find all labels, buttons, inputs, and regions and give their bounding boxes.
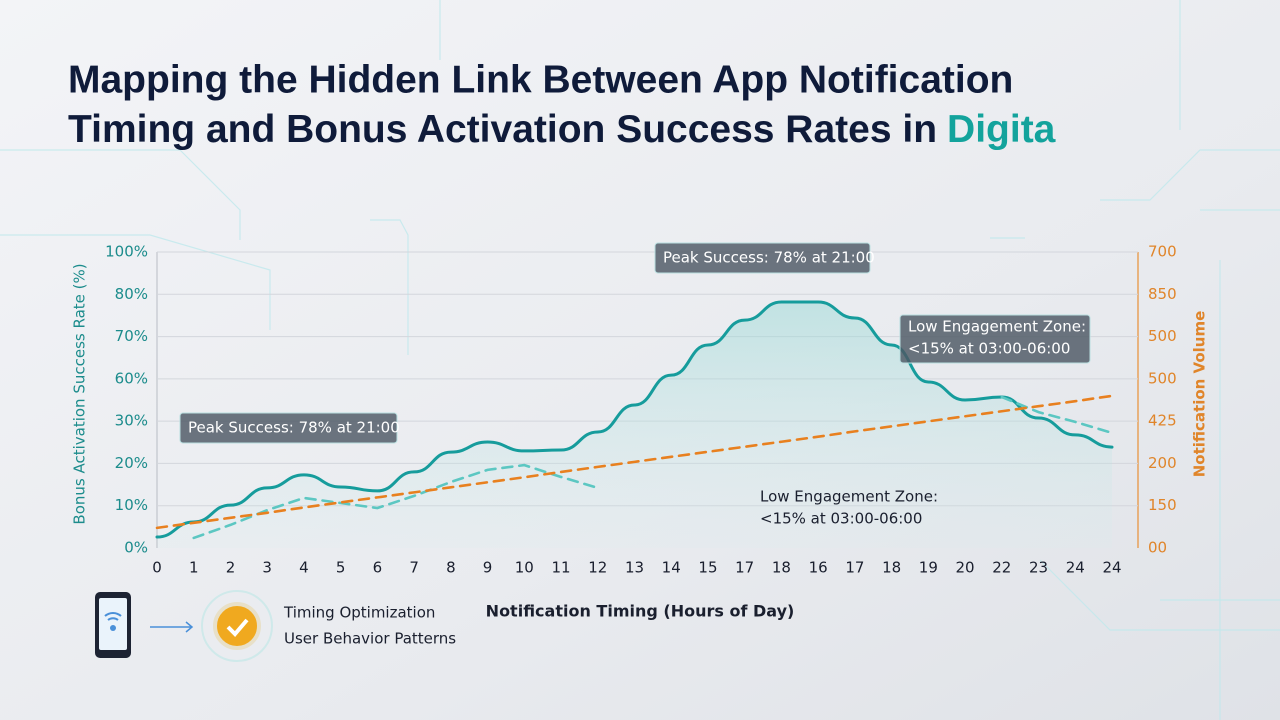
title-highlight: Digita <box>947 108 1056 151</box>
x-tick-label: 7 <box>409 559 419 577</box>
y2-tick-label: 500 <box>1148 369 1177 387</box>
annotation-text: <15% at 03:00-06:00 <box>760 510 922 528</box>
x-tick-label: 0 <box>152 559 162 577</box>
y2-tick-label: 850 <box>1148 285 1177 303</box>
x-tick-label: 18 <box>772 559 791 577</box>
y2-tick-label: 700 <box>1148 243 1177 261</box>
y-tick-label: 80% <box>115 285 148 303</box>
y-tick-label: 100% <box>105 243 148 261</box>
x-tick-label: 17 <box>735 559 754 577</box>
phone-screen <box>99 598 127 650</box>
annotation-box <box>179 412 398 444</box>
series-line <box>1000 395 1114 435</box>
check-mark <box>226 618 249 637</box>
x-tick-label: 17 <box>845 559 864 577</box>
title-line: Mapping the Hidden Link Between App Noti… <box>68 58 1013 101</box>
title-text: Timing and Bonus Activation Success Rate… <box>68 108 937 151</box>
annotation-box <box>654 242 871 274</box>
y-tick-label: 70% <box>115 327 148 345</box>
x-tick-label: 5 <box>336 559 346 577</box>
y-axis-title: Bonus Activation Success Rate (%) <box>71 263 89 524</box>
y2-tick-label: 150 <box>1148 496 1177 514</box>
annotation-text: Low Engagement Zone: <box>760 488 938 506</box>
x-tick-label: 19 <box>919 559 938 577</box>
series-line <box>155 300 1114 539</box>
annotation-text: Peak Success: 78% at 21:00 <box>663 249 875 267</box>
check-icon <box>213 602 261 650</box>
legend-label: Timing Optimization <box>283 604 435 622</box>
x-tick-label: 24 <box>1066 559 1085 577</box>
x-tick-label: 11 <box>551 559 570 577</box>
x-tick-label: 8 <box>446 559 456 577</box>
y2-tick-label: 500 <box>1148 327 1177 345</box>
x-tick-label: 6 <box>373 559 383 577</box>
y-tick-label: 10% <box>115 496 148 514</box>
x-tick-label: 14 <box>662 559 681 577</box>
y2-tick-label: 00 <box>1148 539 1167 557</box>
y-tick-label: 60% <box>115 369 148 387</box>
x-tick-label: 1 <box>189 559 199 577</box>
y2-tick-label: 425 <box>1148 412 1177 430</box>
annotation-text: Low Engagement Zone: <box>908 318 1086 336</box>
x-tick-label: 4 <box>299 559 309 577</box>
signal-icon <box>104 612 122 621</box>
annotation-box <box>899 314 1091 364</box>
x-tick-label: 20 <box>956 559 975 577</box>
series-area <box>157 302 1112 548</box>
x-tick-label: 24 <box>1102 559 1121 577</box>
arrow <box>150 621 194 633</box>
legend: Timing Optimization User Behavior Patter… <box>95 590 456 662</box>
y2-tick-label: 200 <box>1148 454 1177 472</box>
x-tick-label: 9 <box>483 559 493 577</box>
annotation-text: Peak Success: 78% at 21:00 <box>188 419 400 437</box>
x-tick-label: 15 <box>698 559 717 577</box>
title-line: Timing and Bonus Activation Success Rate… <box>68 108 1056 151</box>
x-tick-label: 3 <box>262 559 272 577</box>
legend-label: User Behavior Patterns <box>284 630 456 648</box>
x-tick-label: 10 <box>515 559 534 577</box>
x-tick-label: 22 <box>992 559 1011 577</box>
y-tick-label: 0% <box>124 539 148 557</box>
x-tick-label: 13 <box>625 559 644 577</box>
x-tick-label: 2 <box>226 559 236 577</box>
check-ring <box>201 590 273 662</box>
x-axis-title: Notification Timing (Hours of Day) <box>486 602 795 621</box>
annotation-text: <15% at 03:00-06:00 <box>908 340 1070 358</box>
x-tick-label: 23 <box>1029 559 1048 577</box>
series-line <box>155 394 1114 530</box>
x-tick-label: 18 <box>882 559 901 577</box>
x-tick-label: 16 <box>809 559 828 577</box>
y-tick-label: 30% <box>115 412 148 430</box>
y-tick-label: 20% <box>115 454 148 472</box>
signal-dot <box>110 625 116 631</box>
x-tick-label: 12 <box>588 559 607 577</box>
y2-axis-title: Notification Volume <box>1191 311 1209 478</box>
